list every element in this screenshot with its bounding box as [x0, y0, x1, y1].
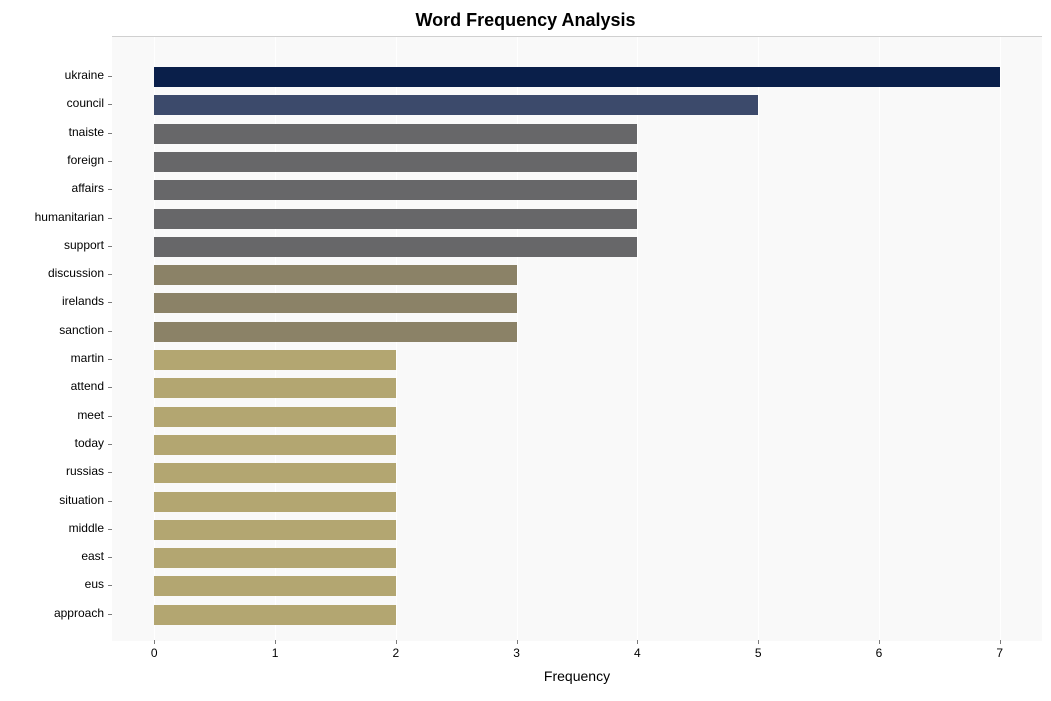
ytick-mark	[108, 529, 112, 530]
bar	[154, 237, 637, 257]
ytick-mark	[108, 359, 112, 360]
bar	[154, 407, 396, 427]
ytick-mark	[108, 189, 112, 190]
bar	[154, 548, 396, 568]
bar	[154, 152, 637, 172]
bar	[154, 520, 396, 540]
xtick-label: 5	[755, 646, 762, 660]
ylabel: irelands	[0, 294, 104, 308]
plot-area	[112, 36, 1042, 641]
bar	[154, 67, 999, 87]
xtick-mark	[637, 640, 638, 644]
ylabel: today	[0, 436, 104, 450]
xtick-mark	[275, 640, 276, 644]
bar	[154, 322, 516, 342]
bar	[154, 435, 396, 455]
ylabel: eus	[0, 577, 104, 591]
xtick-label: 0	[151, 646, 158, 660]
xtick-mark	[396, 640, 397, 644]
ylabel: approach	[0, 606, 104, 620]
ytick-mark	[108, 387, 112, 388]
bar	[154, 95, 758, 115]
ylabel: middle	[0, 521, 104, 535]
ytick-mark	[108, 246, 112, 247]
ylabel: ukraine	[0, 68, 104, 82]
xtick-mark	[517, 640, 518, 644]
ylabel: martin	[0, 351, 104, 365]
ylabel: support	[0, 238, 104, 252]
ylabel: meet	[0, 408, 104, 422]
xtick-label: 4	[634, 646, 641, 660]
ytick-mark	[108, 444, 112, 445]
xtick-mark	[758, 640, 759, 644]
xtick-label: 1	[272, 646, 279, 660]
xtick-label: 7	[996, 646, 1003, 660]
xtick-mark	[1000, 640, 1001, 644]
ylabel: tnaiste	[0, 125, 104, 139]
xtick-label: 3	[513, 646, 520, 660]
ylabel: humanitarian	[0, 210, 104, 224]
xaxis-label: Frequency	[544, 668, 610, 684]
ytick-mark	[108, 218, 112, 219]
ytick-mark	[108, 472, 112, 473]
ytick-mark	[108, 501, 112, 502]
bar	[154, 293, 516, 313]
ylabel: affairs	[0, 181, 104, 195]
gridline	[1000, 37, 1001, 641]
xtick-mark	[879, 640, 880, 644]
ytick-mark	[108, 585, 112, 586]
bar	[154, 605, 396, 625]
bar	[154, 576, 396, 596]
bar	[154, 378, 396, 398]
ylabel: east	[0, 549, 104, 563]
ytick-mark	[108, 557, 112, 558]
xtick-label: 6	[876, 646, 883, 660]
gridline	[758, 37, 759, 641]
ytick-mark	[108, 614, 112, 615]
ylabel: sanction	[0, 323, 104, 337]
chart-title: Word Frequency Analysis	[0, 10, 1051, 31]
xtick-mark	[154, 640, 155, 644]
bar	[154, 492, 396, 512]
ytick-mark	[108, 133, 112, 134]
ylabel: russias	[0, 464, 104, 478]
gridline	[637, 37, 638, 641]
ylabel: discussion	[0, 266, 104, 280]
ylabel: attend	[0, 379, 104, 393]
bar	[154, 350, 396, 370]
ytick-mark	[108, 331, 112, 332]
ytick-mark	[108, 274, 112, 275]
ytick-mark	[108, 104, 112, 105]
word-frequency-chart: Word Frequency Analysis Frequency 0 1 2 3 4 5…	[0, 0, 1051, 701]
bar	[154, 265, 516, 285]
xtick-label: 2	[392, 646, 399, 660]
ytick-mark	[108, 76, 112, 77]
ytick-mark	[108, 302, 112, 303]
bar	[154, 209, 637, 229]
gridline	[879, 37, 880, 641]
bar	[154, 180, 637, 200]
ylabel: foreign	[0, 153, 104, 167]
ylabel: council	[0, 96, 104, 110]
bar	[154, 463, 396, 483]
ylabel: situation	[0, 493, 104, 507]
bar	[154, 124, 637, 144]
ytick-mark	[108, 161, 112, 162]
ytick-mark	[108, 416, 112, 417]
